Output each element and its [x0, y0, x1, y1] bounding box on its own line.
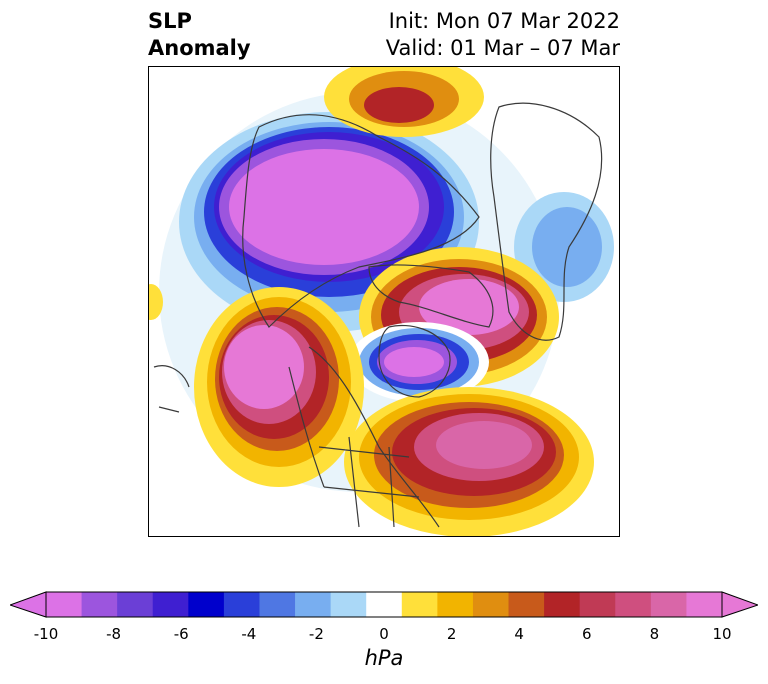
colorbar-extend-max	[721, 591, 758, 618]
low-anomaly-central	[349, 322, 489, 402]
plot-title-variable: SLP Anomaly	[148, 9, 251, 60]
colorbar-cell	[650, 592, 687, 617]
anomaly-field	[149, 67, 614, 536]
colorbar-tick-label: 6	[582, 625, 592, 643]
colorbar-cell	[330, 592, 367, 617]
colorbar-cell	[259, 592, 296, 617]
valid-range-label: Valid: 01 Mar – 07 Mar	[385, 36, 620, 60]
colorbar-cell	[188, 592, 225, 617]
colorbar-tick-label: -6	[173, 625, 189, 643]
colorbar-cell	[46, 592, 83, 617]
colorbar-tick-label: -2	[308, 625, 324, 643]
high-anomaly-atlantic	[344, 387, 594, 536]
colorbar-tick-label: -4	[241, 625, 257, 643]
colorbar	[10, 591, 758, 618]
colorbar-cell	[508, 592, 545, 617]
colorbar-cell	[579, 592, 616, 617]
high-anomaly-pacific	[194, 287, 364, 487]
colorbar-cell	[366, 592, 403, 617]
colorbar-cell	[472, 592, 510, 617]
colorbar-cells	[46, 592, 723, 617]
high-anomaly-north	[324, 67, 484, 137]
colorbar-tick-label: 2	[446, 625, 457, 643]
colorbar-cell	[686, 592, 723, 617]
colorbar-tick-label: 8	[649, 625, 660, 643]
init-date-label: Init: Mon 07 Mar 2022	[388, 9, 620, 33]
colorbar-cell	[544, 592, 581, 617]
map-panel	[148, 66, 620, 537]
colorbar-cell	[81, 592, 118, 617]
colorbar-cell	[401, 592, 438, 617]
colorbar-tick-label: -8	[106, 625, 122, 643]
colorbar-cell	[295, 592, 332, 617]
colorbar-cell	[615, 592, 652, 617]
anomaly-map	[149, 67, 614, 536]
colorbar-tick-label: 4	[514, 625, 524, 643]
coastlines	[153, 102, 603, 528]
colorbar-tick-label: -10	[33, 625, 59, 643]
colorbar-tick-label: 10	[712, 625, 732, 643]
colorbar-tick-label: 0	[379, 625, 389, 643]
plot-title-dates: Init: Mon 07 Mar 2022 Valid: 01 Mar – 07…	[386, 8, 620, 62]
colorbar-extend-min	[10, 591, 47, 618]
colorbar-cell	[223, 592, 260, 617]
colorbar-cell	[117, 592, 154, 617]
colorbar-unit-label: hPa	[364, 646, 404, 670]
colorbar-cell	[152, 592, 189, 617]
colorbar-cell	[437, 592, 474, 617]
